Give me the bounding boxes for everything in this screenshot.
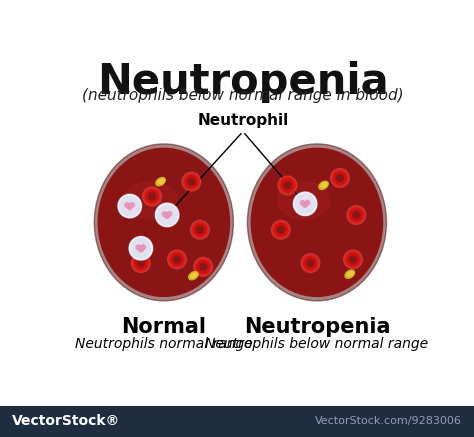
Circle shape [200,264,207,270]
Circle shape [143,187,162,206]
Circle shape [304,257,317,270]
Circle shape [183,173,200,190]
Circle shape [307,260,314,267]
Circle shape [277,226,284,233]
Ellipse shape [345,270,355,278]
Circle shape [272,220,290,239]
Circle shape [345,251,361,267]
Text: Neutrophil: Neutrophil [197,113,289,128]
Circle shape [171,253,183,266]
Circle shape [279,177,296,194]
Circle shape [182,172,201,191]
Circle shape [195,259,211,275]
Text: (neutrophils below normal range in blood): (neutrophils below normal range in blood… [82,88,404,103]
Circle shape [157,205,177,225]
Text: Normal: Normal [121,316,206,336]
Circle shape [332,170,348,186]
Ellipse shape [191,273,197,277]
Circle shape [129,237,152,260]
Text: VectorStock.com/9283006: VectorStock.com/9283006 [315,416,462,426]
Text: VectorStock®: VectorStock® [12,414,120,428]
Circle shape [118,194,141,218]
Circle shape [141,245,146,250]
Circle shape [118,194,142,218]
Ellipse shape [189,271,198,280]
Ellipse shape [98,148,229,296]
Circle shape [273,222,289,238]
Circle shape [138,247,143,252]
Circle shape [148,193,155,200]
Circle shape [131,253,150,273]
Ellipse shape [319,181,328,190]
Circle shape [295,194,315,214]
Circle shape [133,255,149,271]
Circle shape [193,223,206,236]
Circle shape [346,253,359,266]
Circle shape [197,260,210,273]
Circle shape [301,201,305,205]
Circle shape [165,214,169,218]
Circle shape [353,212,360,218]
Circle shape [192,222,208,238]
Text: Neutropenia: Neutropenia [244,316,390,336]
Ellipse shape [251,148,383,296]
Circle shape [167,212,172,216]
Circle shape [120,196,139,216]
Circle shape [294,192,317,215]
Circle shape [137,260,144,267]
Circle shape [144,188,160,205]
Circle shape [293,192,317,216]
Circle shape [162,212,167,216]
Circle shape [169,251,185,267]
Circle shape [125,203,129,208]
Circle shape [167,250,186,269]
Circle shape [334,172,346,184]
Circle shape [305,201,310,205]
Text: Neutropenia: Neutropenia [97,61,389,103]
Ellipse shape [94,144,233,301]
Circle shape [139,246,143,250]
Circle shape [191,220,210,239]
Circle shape [129,236,153,260]
Circle shape [197,226,203,233]
Ellipse shape [347,272,354,276]
Circle shape [303,203,308,207]
Circle shape [347,205,366,224]
Circle shape [136,245,141,250]
Circle shape [301,253,320,273]
Circle shape [350,256,356,263]
Circle shape [330,169,349,187]
Circle shape [131,239,151,258]
Circle shape [348,207,365,223]
Ellipse shape [156,177,165,186]
Circle shape [188,178,195,185]
Circle shape [303,202,307,206]
Circle shape [302,255,319,271]
Ellipse shape [247,144,386,301]
Circle shape [173,256,181,263]
Circle shape [194,257,213,276]
Text: Neutrophils below normal range: Neutrophils below normal range [205,337,428,351]
Ellipse shape [321,183,327,187]
Circle shape [155,203,179,227]
Circle shape [146,190,158,203]
Ellipse shape [125,182,177,218]
Circle shape [128,205,132,209]
Ellipse shape [278,182,330,218]
Circle shape [128,204,132,208]
Circle shape [130,203,134,207]
Circle shape [135,257,147,270]
Ellipse shape [158,179,164,184]
Circle shape [350,208,363,222]
Circle shape [344,250,363,269]
Circle shape [284,182,291,189]
Circle shape [185,175,198,188]
Circle shape [278,176,297,195]
Circle shape [165,213,169,217]
Circle shape [155,204,179,226]
Circle shape [274,223,287,236]
Circle shape [281,179,294,192]
Circle shape [337,174,343,181]
Text: Neutrophils normal range: Neutrophils normal range [75,337,253,351]
